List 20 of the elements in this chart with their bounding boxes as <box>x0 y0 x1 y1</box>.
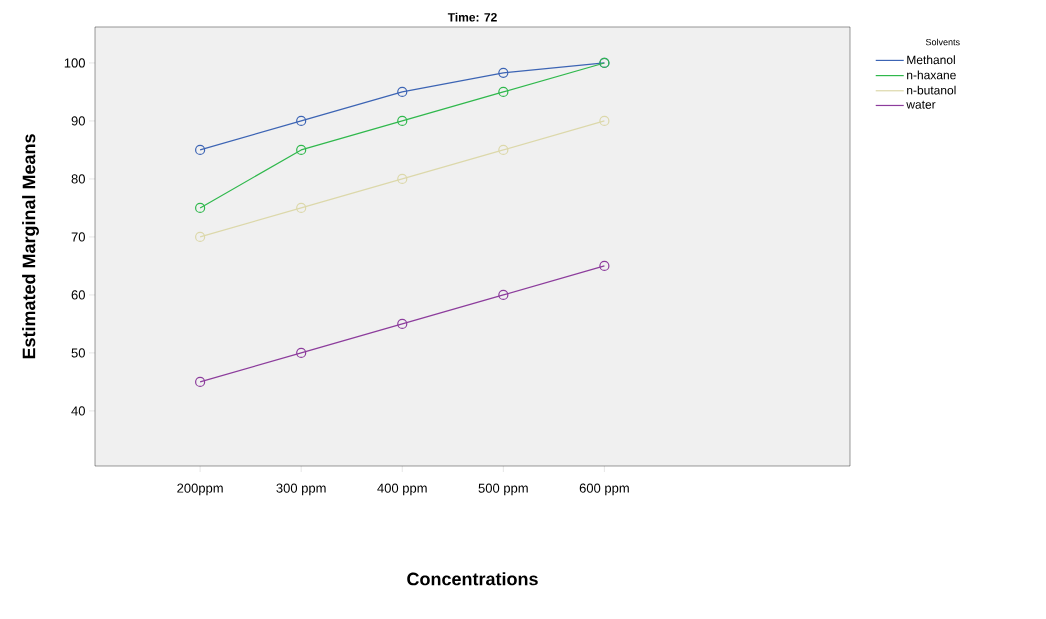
x-tick-label: 600 ppm <box>579 483 629 496</box>
x-tick-label: 300 ppm <box>276 483 326 496</box>
y-tick-label: 80 <box>71 174 85 184</box>
legend-label: Methanol <box>907 55 955 65</box>
y-tick-label: 50 <box>71 348 85 358</box>
legend-label: water <box>906 100 936 109</box>
y-tick-label: 90 <box>71 116 85 126</box>
y-tick-label: 70 <box>71 232 85 242</box>
x-axis-title: Concentrations <box>407 572 538 586</box>
y-tick-label: 40 <box>71 406 85 416</box>
legend-label: n-haxane <box>907 70 956 80</box>
legend-label: n-butanol <box>907 85 956 95</box>
x-tick-label: 400 ppm <box>377 483 427 496</box>
y-axis-title: Estimated Marginal Means <box>22 134 39 359</box>
chart-title: Time: 72 <box>447 12 497 22</box>
x-tick-label: 200ppm <box>177 483 223 496</box>
legend-title: Solvents <box>925 38 960 46</box>
y-tick-label: 60 <box>71 290 85 300</box>
y-tick-label: 100 <box>64 58 85 68</box>
x-tick-label: 500 ppm <box>478 483 528 496</box>
